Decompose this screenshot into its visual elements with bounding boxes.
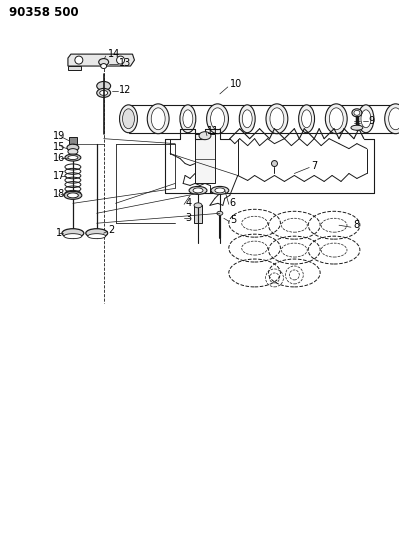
Ellipse shape	[207, 104, 228, 134]
Ellipse shape	[352, 109, 362, 117]
Ellipse shape	[100, 91, 108, 95]
Ellipse shape	[242, 110, 252, 128]
Text: 13: 13	[118, 58, 131, 68]
Ellipse shape	[88, 233, 106, 239]
Ellipse shape	[64, 233, 82, 239]
Ellipse shape	[210, 108, 224, 130]
Text: 18: 18	[53, 189, 65, 199]
Text: 9: 9	[369, 116, 375, 126]
Ellipse shape	[358, 105, 374, 133]
Ellipse shape	[101, 63, 107, 69]
Ellipse shape	[329, 108, 343, 130]
Text: 2: 2	[109, 225, 115, 235]
Ellipse shape	[86, 229, 108, 238]
Ellipse shape	[99, 59, 109, 66]
Ellipse shape	[68, 149, 78, 155]
Ellipse shape	[67, 144, 79, 151]
Text: 7: 7	[311, 160, 318, 171]
Text: 8: 8	[353, 220, 359, 230]
Text: 90358 500: 90358 500	[9, 6, 79, 19]
Text: 19: 19	[53, 131, 65, 141]
Ellipse shape	[385, 104, 400, 134]
Ellipse shape	[183, 110, 193, 128]
Ellipse shape	[193, 188, 203, 193]
Bar	[194, 205, 202, 223]
Text: 4: 4	[185, 198, 191, 208]
Ellipse shape	[68, 156, 78, 159]
Text: 14: 14	[108, 49, 120, 59]
Ellipse shape	[180, 105, 196, 133]
Bar	[195, 134, 215, 183]
Ellipse shape	[120, 105, 138, 133]
Text: 12: 12	[118, 85, 131, 95]
Ellipse shape	[194, 203, 202, 208]
Text: 1: 1	[56, 228, 62, 238]
Text: 3: 3	[185, 213, 191, 223]
Text: 16: 16	[53, 152, 65, 163]
Ellipse shape	[270, 108, 284, 130]
Ellipse shape	[199, 132, 211, 140]
Circle shape	[272, 160, 278, 166]
Text: 17: 17	[53, 172, 66, 181]
Ellipse shape	[211, 187, 229, 195]
Ellipse shape	[389, 108, 400, 130]
Ellipse shape	[151, 108, 165, 130]
Ellipse shape	[64, 191, 82, 199]
Ellipse shape	[266, 104, 288, 134]
Ellipse shape	[122, 109, 134, 129]
Bar	[69, 136, 77, 144]
Ellipse shape	[215, 188, 225, 193]
Ellipse shape	[325, 104, 347, 134]
Ellipse shape	[361, 110, 371, 128]
Ellipse shape	[351, 125, 363, 130]
Ellipse shape	[62, 229, 84, 238]
Circle shape	[116, 56, 124, 64]
Text: 5: 5	[230, 215, 236, 225]
Polygon shape	[68, 66, 81, 70]
Ellipse shape	[302, 110, 312, 128]
Ellipse shape	[299, 105, 314, 133]
Ellipse shape	[68, 193, 78, 198]
Text: 6: 6	[230, 198, 236, 208]
Ellipse shape	[189, 187, 207, 195]
Ellipse shape	[97, 82, 111, 91]
Ellipse shape	[65, 154, 81, 161]
Circle shape	[75, 56, 83, 64]
Text: 10: 10	[230, 79, 242, 89]
Polygon shape	[68, 54, 134, 66]
Text: 15: 15	[53, 142, 66, 151]
Ellipse shape	[147, 104, 169, 134]
Ellipse shape	[217, 211, 223, 215]
Ellipse shape	[97, 88, 111, 98]
Text: 11: 11	[207, 126, 219, 136]
Ellipse shape	[354, 110, 360, 115]
Ellipse shape	[239, 105, 255, 133]
